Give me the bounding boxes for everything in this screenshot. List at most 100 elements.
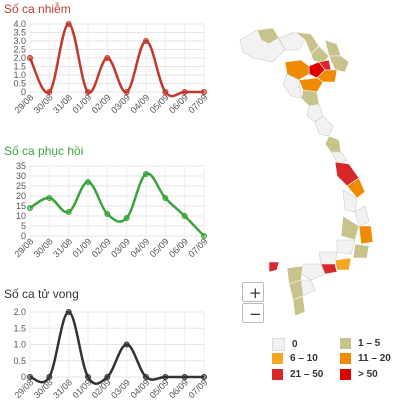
- y-tick-label: 2.0: [13, 307, 26, 317]
- legend-swatch-4: [272, 369, 283, 380]
- y-tick-label: 0: [21, 231, 26, 241]
- legend-item-1: 1 – 5: [340, 338, 380, 349]
- vietnam-map[interactable]: [225, 0, 404, 330]
- x-tick-label: 04/09: [128, 377, 151, 400]
- x-tick-label: 06/09: [167, 236, 190, 259]
- map-region-north-2: [278, 31, 306, 51]
- data-point: [85, 374, 91, 380]
- x-tick-label: 04/09: [128, 236, 151, 259]
- data-point: [104, 211, 111, 217]
- zoom-out-button[interactable]: −: [242, 303, 264, 323]
- legend-swatch-2: [272, 353, 283, 364]
- legend-item-2: 6 – 10: [272, 353, 318, 364]
- x-tick-label: 05/09: [148, 377, 171, 400]
- legend-label-3: 11 – 20: [358, 353, 391, 364]
- data-point: [104, 374, 111, 380]
- legend-swatch-3: [340, 353, 351, 364]
- y-tick-label: 0: [21, 372, 26, 382]
- map-region-south-8: [292, 295, 306, 317]
- data-point: [85, 89, 91, 95]
- map-region-north-11: [300, 89, 320, 107]
- vietnam-map-panel: 33: [225, 0, 404, 413]
- data-point: [162, 89, 169, 95]
- map-region-south-9: [268, 261, 280, 273]
- data-point: [181, 374, 188, 380]
- x-tick-label: 31/08: [51, 236, 74, 259]
- map-region-north-8: [316, 69, 338, 83]
- legend-swatch-1: [340, 338, 351, 349]
- y-tick-label: 1.0: [13, 70, 26, 80]
- series-line: [29, 310, 204, 385]
- map-region-south-7: [300, 279, 316, 297]
- y-tick-label: 0.5: [13, 79, 26, 89]
- x-tick-label: 30/08: [32, 236, 55, 259]
- y-tick-label: 25: [16, 181, 26, 191]
- legend-item-0: 0: [272, 338, 298, 351]
- map-region-central-2: [324, 135, 342, 153]
- x-tick-label: 06/09: [167, 377, 190, 400]
- x-tick-label: 03/09: [109, 236, 132, 259]
- zoom-in-button[interactable]: +: [242, 282, 264, 302]
- x-tick-label: 05/09: [148, 236, 171, 259]
- data-point: [201, 374, 207, 380]
- data-point: [27, 374, 33, 380]
- map-region-central-1: [314, 115, 334, 137]
- series-line: [29, 172, 205, 237]
- data-point: [201, 233, 207, 239]
- data-point: [181, 89, 188, 95]
- x-tick-label: 01/09: [70, 92, 93, 115]
- data-point: [162, 195, 169, 201]
- x-tick-label: 07/09: [186, 377, 209, 400]
- x-tick-label: 02/09: [90, 236, 113, 259]
- legend-item-3: 11 – 20: [340, 353, 391, 364]
- map-region-south-4: [300, 263, 326, 281]
- chart-title-infections: Số ca nhiễm: [4, 2, 71, 16]
- data-point: [143, 374, 149, 380]
- legend-item-4: 21 – 50: [272, 369, 323, 380]
- map-region-south-1: [318, 251, 338, 265]
- y-tick-label: 3.5: [13, 28, 26, 38]
- map-region-central-9: [336, 239, 356, 255]
- data-point: [123, 341, 130, 348]
- legend-swatch-5: [340, 369, 351, 380]
- chart-title-recoveries: Số ca phục hồi: [4, 144, 84, 158]
- x-tick-label: 03/09: [109, 377, 132, 400]
- data-point: [65, 209, 72, 215]
- x-tick-label: 07/09: [186, 236, 209, 259]
- y-tick-label: 30: [16, 171, 26, 181]
- legend-item-5: > 50: [340, 369, 378, 380]
- legend-swatch-0: [272, 338, 285, 351]
- map-region-north-4: [310, 45, 330, 65]
- map-region-north-6: [328, 55, 350, 73]
- x-tick-label: 29/08: [12, 92, 35, 115]
- x-tick-label: 02/09: [90, 92, 113, 115]
- map-region-north-5: [324, 39, 342, 57]
- map-region-central-3: [330, 151, 348, 165]
- data-point: [143, 38, 149, 44]
- map-region-north-1: [256, 27, 280, 45]
- data-point: [123, 215, 130, 221]
- data-point: [104, 55, 111, 61]
- y-tick-label: 2.0: [13, 53, 26, 63]
- series-line: [28, 22, 204, 98]
- y-tick-label: 1.0: [13, 340, 26, 350]
- data-point: [123, 89, 130, 95]
- y-tick-label: 10: [16, 211, 26, 221]
- x-tick-label: 31/08: [51, 92, 74, 115]
- legend-label-5: > 50: [358, 369, 378, 380]
- x-tick-label: 01/09: [70, 236, 93, 259]
- map-region-south-2: [334, 257, 352, 271]
- y-tick-label: 2.5: [13, 45, 26, 55]
- y-tick-label: 20: [16, 191, 26, 201]
- map-region-central-7: [340, 215, 360, 241]
- legend-label-4: 21 – 50: [290, 369, 324, 380]
- recoveries-chart: 0510152025303529/0830/0831/0801/0902/090…: [12, 161, 209, 259]
- x-tick-label: 05/09: [148, 92, 171, 115]
- y-tick-label: 35: [16, 161, 26, 171]
- y-tick-label: 15: [16, 201, 26, 211]
- data-point: [201, 89, 207, 95]
- map-region-north-12: [282, 73, 302, 99]
- y-tick-label: 0: [21, 87, 26, 97]
- data-point: [65, 309, 72, 315]
- map-region-central-8: [358, 225, 374, 245]
